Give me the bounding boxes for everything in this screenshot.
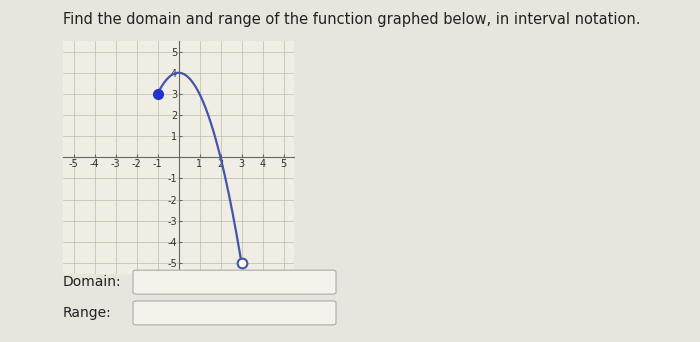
FancyBboxPatch shape xyxy=(133,301,336,325)
FancyBboxPatch shape xyxy=(133,270,336,294)
Text: Find the domain and range of the function graphed below, in interval notation.: Find the domain and range of the functio… xyxy=(63,12,640,27)
Text: Domain:: Domain: xyxy=(63,275,122,289)
Text: Range:: Range: xyxy=(63,306,112,320)
